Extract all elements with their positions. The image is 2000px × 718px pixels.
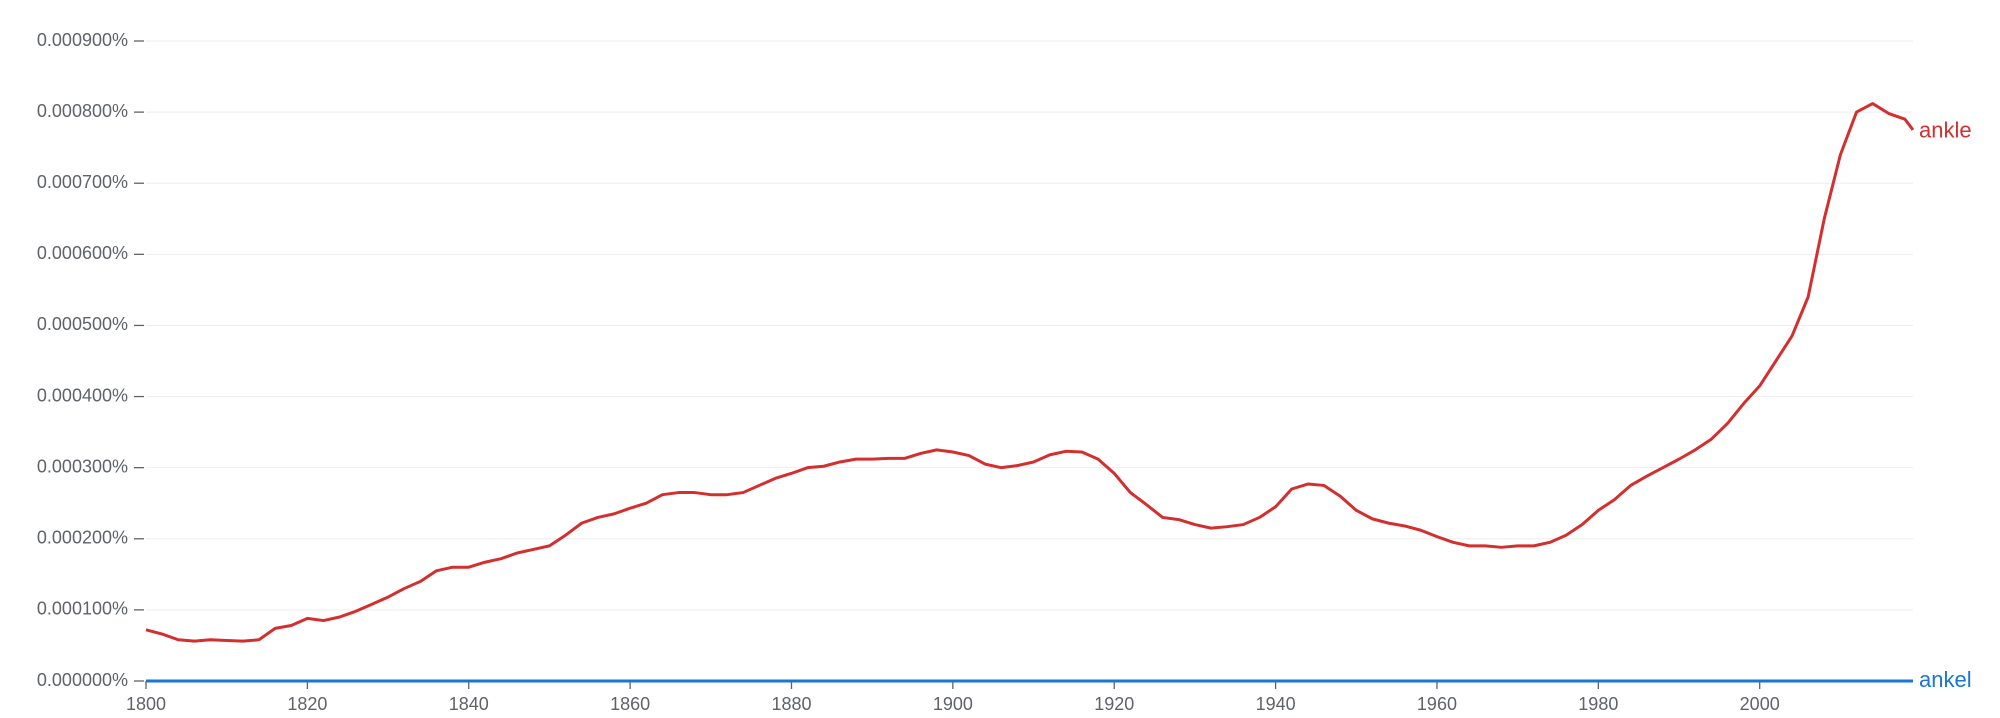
y-tick-label: 0.000600% [37, 243, 128, 263]
y-tick-label: 0.000500% [37, 314, 128, 334]
y-tick-label: 0.000900% [37, 30, 128, 50]
y-tick-label: 0.000700% [37, 172, 128, 192]
x-tick-label: 1940 [1256, 694, 1296, 714]
x-tick-label: 1820 [287, 694, 327, 714]
series-line [145, 102, 1915, 643]
y-tick-label: 0.000400% [37, 385, 128, 405]
y-tick-label: 0.000000% [37, 670, 128, 690]
y-tick-label: 0.000800% [37, 101, 128, 121]
series-label: ankel [1919, 667, 1972, 692]
x-tick-label: 1920 [1094, 694, 1134, 714]
x-tick-label: 1880 [771, 694, 811, 714]
x-tick-label: 1840 [449, 694, 489, 714]
x-tick-label: 1980 [1578, 694, 1618, 714]
x-tick-label: 2000 [1740, 694, 1780, 714]
x-tick-label: 1900 [933, 694, 973, 714]
series-label: ankle [1919, 118, 1972, 143]
x-tick-label: 1960 [1417, 694, 1457, 714]
x-tick-label: 1800 [126, 694, 166, 714]
y-tick-label: 0.000300% [37, 456, 128, 476]
y-tick-label: 0.000200% [37, 528, 128, 548]
y-tick-label: 0.000100% [37, 599, 128, 619]
x-tick-label: 1860 [610, 694, 650, 714]
